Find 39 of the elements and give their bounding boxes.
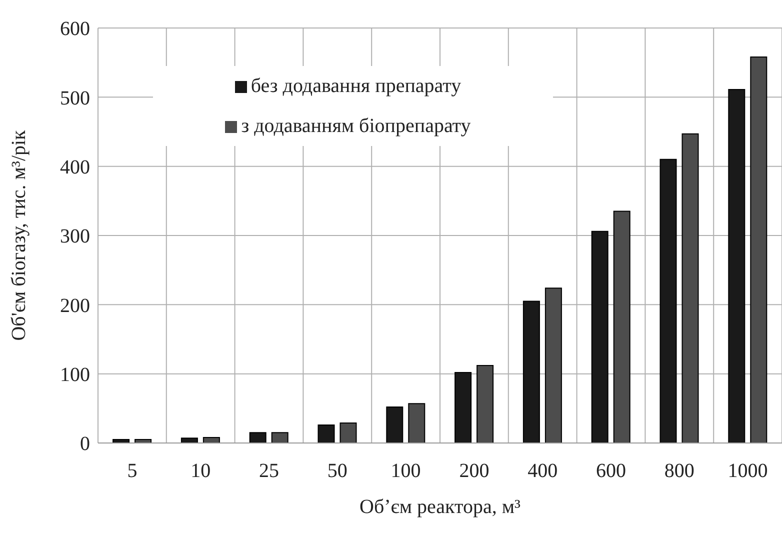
bar bbox=[613, 210, 630, 443]
y-axis-title: Об'єм біогазу, тис. м³/рік bbox=[8, 130, 30, 341]
bar bbox=[522, 300, 540, 443]
bar bbox=[591, 230, 608, 443]
bar bbox=[271, 432, 288, 443]
bar bbox=[454, 372, 472, 443]
x-tick-label: 200 bbox=[459, 460, 490, 482]
bar bbox=[728, 89, 746, 443]
y-tick-label: 200 bbox=[60, 294, 90, 317]
legend-label: з додаванням біопрепарату bbox=[241, 115, 471, 137]
y-tick-label: 300 bbox=[60, 226, 90, 248]
x-tick-label: 50 bbox=[327, 460, 348, 482]
y-tick-label: 100 bbox=[60, 364, 90, 386]
bar bbox=[660, 158, 677, 443]
x-tick-label: 5 bbox=[127, 460, 138, 482]
bar bbox=[408, 403, 426, 443]
bar bbox=[318, 424, 335, 443]
bar bbox=[386, 406, 404, 443]
bar bbox=[476, 365, 494, 443]
x-axis-title: Об’єм реактора, м³ bbox=[360, 496, 520, 518]
x-tick-label: 600 bbox=[596, 460, 626, 482]
y-tick-label: 500 bbox=[60, 87, 90, 110]
bar bbox=[682, 133, 699, 443]
y-tick-label: 600 bbox=[60, 18, 90, 40]
y-tick-label: 0 bbox=[80, 433, 90, 456]
x-tick-label: 1000 bbox=[728, 460, 768, 482]
bar bbox=[249, 432, 266, 443]
bar bbox=[750, 56, 768, 443]
x-tick-label: 800 bbox=[664, 460, 694, 482]
x-tick-label: 10 bbox=[190, 460, 211, 482]
legend-label: без додавання препарату bbox=[250, 75, 462, 97]
bar bbox=[180, 438, 198, 443]
y-tick-label: 400 bbox=[60, 156, 90, 178]
bar bbox=[340, 422, 357, 443]
bar bbox=[544, 288, 562, 443]
x-tick-label: 400 bbox=[528, 460, 558, 482]
x-tick-label: 25 bbox=[259, 460, 279, 482]
x-tick-label: 100 bbox=[390, 460, 421, 482]
bar bbox=[202, 436, 220, 443]
